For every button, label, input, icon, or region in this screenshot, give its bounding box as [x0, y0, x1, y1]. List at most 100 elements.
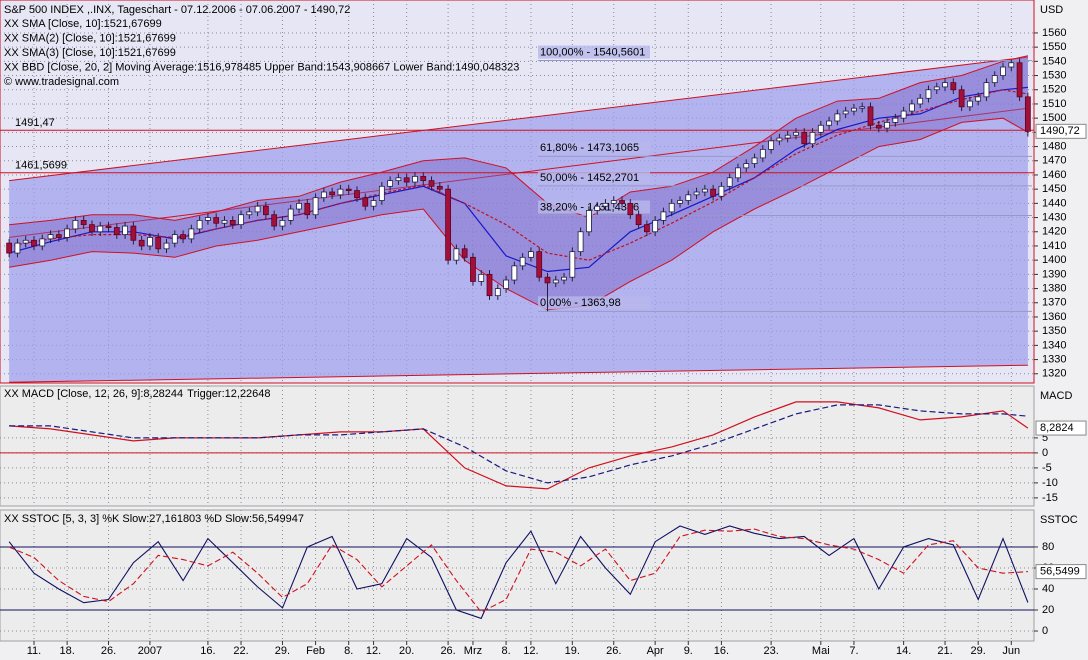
candle-body [809, 131, 816, 145]
candle-body [660, 211, 667, 221]
last-value-label: 1490,72 [1040, 125, 1080, 137]
candle-body [478, 273, 485, 282]
fib-label-bg [538, 45, 650, 59]
candle-body [610, 200, 617, 204]
y-tick-label: 1520 [1042, 84, 1066, 96]
candle-body [72, 219, 79, 230]
candle-body [147, 237, 153, 247]
candle-body [768, 140, 774, 150]
candle-body [685, 194, 692, 201]
candle-body [171, 234, 178, 244]
candle-body [966, 100, 973, 108]
y-tick-label: 1470 [1042, 155, 1066, 167]
y-tick-label: 1540 [1042, 55, 1066, 67]
candle-body [975, 96, 982, 102]
candle-body [851, 107, 857, 112]
trend-line [9, 56, 1028, 182]
y-tick-label: 1420 [1042, 226, 1066, 238]
candle-body [602, 202, 609, 207]
y-tick-label: 40 [1042, 583, 1054, 595]
legend-entry: XX SMA [Close, 10]:1521,67699 [4, 18, 162, 30]
y-tick-label: 1320 [1042, 368, 1066, 380]
fib-label-bg [538, 141, 650, 155]
chart-title: S&P 500 INDEX ,.INX, Tageschart - 07.12.… [4, 4, 350, 16]
x-tick-label: 2007 [138, 645, 162, 657]
candle-body [643, 224, 650, 233]
candle-body [312, 197, 319, 216]
candle-body [1024, 96, 1031, 132]
candle-body [453, 248, 460, 261]
candle-body [370, 200, 377, 207]
candle-body [378, 185, 385, 201]
y-tick-label: 1360 [1042, 311, 1066, 323]
candle-body [826, 120, 832, 126]
candle-body [362, 197, 369, 207]
x-tick-label: 21. [937, 645, 952, 657]
candle-body [428, 180, 435, 187]
candle-body [6, 242, 13, 254]
candle-body [263, 205, 269, 216]
candle-body [950, 82, 957, 91]
x-tick-label: 11. [27, 645, 41, 657]
candle-body [726, 177, 733, 187]
trend-line [9, 364, 1028, 383]
candle-body [1000, 66, 1006, 76]
level-label: 1491,47 [15, 117, 55, 129]
candle-body [594, 205, 601, 211]
y-tick-label: 1510 [1042, 98, 1066, 110]
candle-body [320, 191, 327, 199]
candle-body [735, 167, 741, 179]
candle-body [528, 251, 534, 258]
bollinger-upper [9, 55, 1029, 226]
candle-body [635, 214, 642, 226]
stoch-line [8, 528, 1028, 613]
candle-body [701, 188, 708, 193]
candle-body [138, 239, 145, 247]
candle-body [47, 234, 54, 240]
candle-body [544, 276, 551, 284]
candle-body [271, 214, 278, 227]
candle-body [867, 106, 874, 126]
candle-body [122, 225, 128, 235]
candle-body [304, 202, 311, 216]
y-tick-label: 80 [1042, 541, 1054, 553]
y-tick-label: 1390 [1042, 268, 1066, 280]
y-tick-label: -5 [1042, 462, 1052, 474]
fib-label: 38,20% - 1431,4336 [540, 201, 639, 213]
legend-entry: XX SMA(3) [Close, 10]:1521,67699 [4, 47, 176, 59]
candle-body [55, 234, 62, 238]
candle-body [337, 188, 344, 196]
last-value-box [1035, 123, 1087, 139]
candle-body [470, 256, 476, 282]
candle-body [238, 214, 244, 226]
candle-body [246, 211, 253, 216]
candle-body [130, 225, 137, 241]
candle-body [619, 200, 625, 204]
x-tick-label: 16. [200, 645, 215, 657]
candle-body [693, 191, 700, 196]
candle-body [229, 219, 236, 226]
x-tick-label: Apr [647, 645, 664, 657]
x-tick-label: 9. [684, 645, 693, 657]
candle-body [503, 279, 509, 289]
stoch-line [8, 525, 1029, 620]
macd-panel [0, 385, 1035, 507]
y-tick-label: 1370 [1042, 297, 1066, 309]
x-tick-label: 26. [440, 645, 455, 657]
candle-body [494, 288, 501, 297]
candle-body [776, 137, 783, 142]
panel-title: XX SSTOC [5, 3, 3] %K Slow:27,161803 %D … [4, 513, 304, 525]
candle-body [817, 124, 824, 133]
y-tick-label: -15 [1042, 492, 1058, 504]
x-tick-label: Jun [1002, 645, 1020, 657]
candle-body [834, 113, 841, 122]
indicator-line [8, 89, 1028, 261]
candle-body [287, 208, 294, 221]
last-value-box [1035, 420, 1087, 436]
y-tick-label: 1560 [1042, 27, 1066, 39]
candle-body [991, 75, 998, 84]
candle-body [842, 110, 849, 115]
y-tick-label: 1330 [1042, 353, 1066, 365]
